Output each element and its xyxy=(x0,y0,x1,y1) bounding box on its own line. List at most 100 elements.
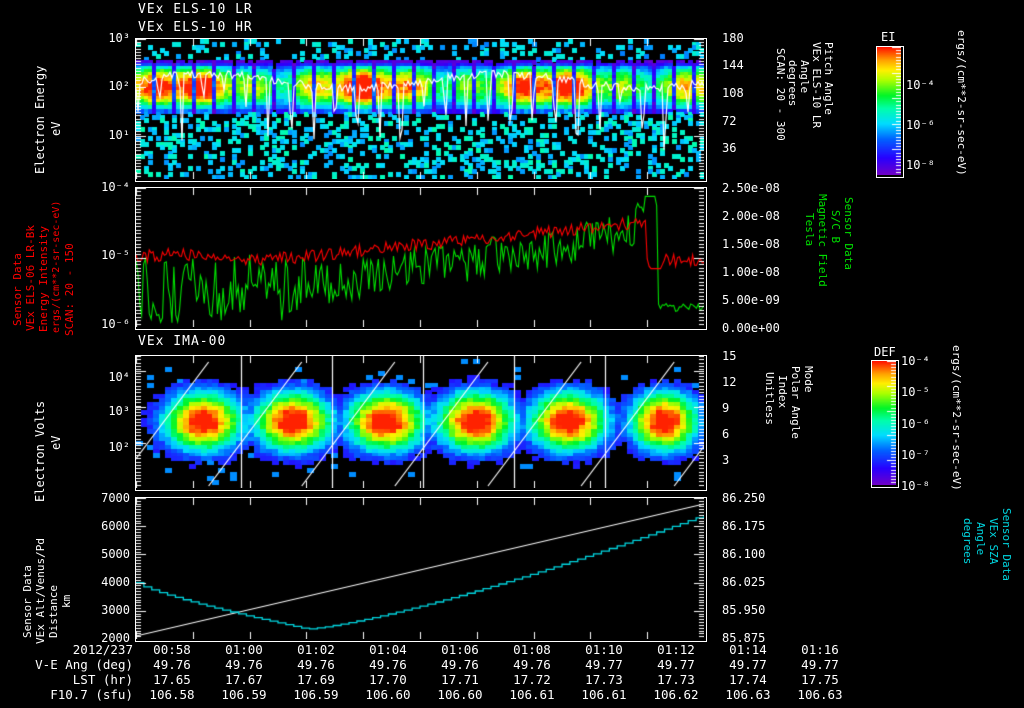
panel4-plot-area[interactable] xyxy=(135,497,707,642)
footer-cell: 49.76 xyxy=(513,657,551,672)
panel1-ytick-1: 10² xyxy=(108,79,130,93)
footer-cell: 00:58 xyxy=(153,642,191,657)
footer-cell: 49.76 xyxy=(225,657,263,672)
colorbar1-tick-1: 10⁻⁶ xyxy=(906,118,935,132)
panel3-rtick-1: 12 xyxy=(722,375,737,389)
panel3-plot-area[interactable] xyxy=(135,355,707,491)
panel2-plot-area[interactable] xyxy=(135,187,707,330)
footer-table: 2012/237 00:58 01:00 01:02 01:04 01:06 01:08 01… xyxy=(10,642,856,702)
panel3-rtick-3: 6 xyxy=(722,427,730,441)
footer-cell: 49.77 xyxy=(585,657,623,672)
panel1-right-label-0: Pitch Angle xyxy=(822,42,835,115)
footer-cell: 106.59 xyxy=(293,687,339,702)
colorbar1-tick-2: 10⁻⁸ xyxy=(906,158,935,172)
colorbar3-tick-0: 10⁻⁴ xyxy=(901,354,930,368)
colorbar1-units: ergs/(cm**2-sr-sec-eV) xyxy=(955,30,968,176)
panel1-canvas xyxy=(136,39,704,179)
footer-cell: 17.71 xyxy=(441,672,479,687)
panel3-rtick-0: 15 xyxy=(722,349,737,363)
panel1-rtick-4: 36 xyxy=(722,141,737,155)
footer-row-label: V-E Ang (deg) xyxy=(35,657,133,672)
footer-row-label: 2012/237 xyxy=(72,642,133,657)
panel1-ytick-0: 10³ xyxy=(108,31,130,45)
panel1-title-lr: VEx ELS-10 LR xyxy=(138,2,253,17)
panel1-plot-area[interactable] xyxy=(135,38,707,182)
footer-cell: 17.75 xyxy=(801,672,839,687)
footer-row: F10.7 (sfu) 106.58 106.59 106.59 106.60 106.6… xyxy=(10,687,856,702)
panel2-canvas xyxy=(136,188,704,327)
footer-cell: 106.61 xyxy=(509,687,555,702)
panel2-rtick-4: 5.00e-09 xyxy=(722,293,780,307)
panel4-left-label-2: Distance xyxy=(47,585,60,638)
panel1-title-hr: VEx ELS-10 HR xyxy=(138,20,253,35)
panel3-left-axis-units: eV xyxy=(49,435,63,450)
colorbar3-units: ergs/(cm**2-sr-sec-eV) xyxy=(950,345,963,491)
colorbar3-tick-4: 10⁻⁸ xyxy=(901,479,930,493)
footer-cell: 17.74 xyxy=(729,672,767,687)
panel4-ytick-0: 7000 xyxy=(101,491,130,505)
panel2-left-label-2: Energy Intensity xyxy=(37,226,50,332)
panel4-rtick-1: 86.175 xyxy=(722,519,766,533)
footer-row: V-E Ang (deg) 49.76 49.76 49.76 49.76 49.76 49… xyxy=(10,657,856,672)
panel4-rtick-4: 85.950 xyxy=(722,603,766,617)
panel1-right-label-4: SCAN: 20 - 300 xyxy=(774,48,787,141)
panel2-right-label-2: Magnetic Field xyxy=(816,194,829,287)
panel1-left-axis-label: Electron Energy xyxy=(33,65,47,174)
panel4-right-label-1: VEx SZA xyxy=(987,518,1000,565)
panel2-rtick-0: 2.50e-08 xyxy=(722,181,780,195)
panel3-right-label-2: Index xyxy=(776,375,789,409)
footer-cell: 01:06 xyxy=(441,642,479,657)
panel3-right-label-3: Unitless xyxy=(763,372,776,425)
panel3-rtick-4: 3 xyxy=(722,453,730,467)
panel3-rtick-2: 9 xyxy=(722,401,730,415)
panel2-ytick-2: 10⁻⁶ xyxy=(101,317,130,331)
footer-cell: 01:08 xyxy=(513,642,551,657)
footer-cell: 49.76 xyxy=(297,657,335,672)
panel3-ytick-0: 10⁴ xyxy=(108,370,130,384)
footer-row: LST (hr) 17.65 17.67 17.69 17.70 17.71 17.72 17… xyxy=(10,672,856,687)
footer-cell: 106.63 xyxy=(725,687,771,702)
footer-cell: 17.65 xyxy=(153,672,191,687)
panel4-right-label-2: Angle xyxy=(974,522,987,556)
panel4-right-label-3: degrees xyxy=(961,518,974,565)
footer-row-label: F10.7 (sfu) xyxy=(50,687,133,702)
panel1-right-label-3: degrees xyxy=(786,60,799,107)
colorbar1-title: EI xyxy=(881,30,896,44)
footer-cell: 49.77 xyxy=(801,657,839,672)
panel2-right-label-1: S/C B xyxy=(829,210,842,244)
panel3-ytick-1: 10³ xyxy=(108,404,130,418)
footer-cell: 106.60 xyxy=(437,687,483,702)
colorbar3-gradient xyxy=(871,360,899,488)
footer-cell: 106.60 xyxy=(365,687,411,702)
footer-cell: 01:16 xyxy=(801,642,839,657)
footer-cell: 49.76 xyxy=(441,657,479,672)
panel4-right-label-0: Sensor Data xyxy=(1000,508,1013,581)
panel4-rtick-0: 86.250 xyxy=(722,491,766,505)
footer-cell: 17.70 xyxy=(369,672,407,687)
panel1-rtick-1: 144 xyxy=(722,58,744,72)
colorbar3-tick-3: 10⁻⁷ xyxy=(901,448,930,462)
footer-cell: 49.76 xyxy=(153,657,191,672)
colorbar1-gradient xyxy=(876,46,904,178)
panel4-ytick-4: 3000 xyxy=(101,603,130,617)
panel3-right-label-0: Mode xyxy=(802,366,815,393)
panel4-ytick-5: 2000 xyxy=(101,631,130,645)
footer-cell: 17.67 xyxy=(225,672,263,687)
panel2-right-label-0: Sensor Data xyxy=(842,197,855,270)
panel4-left-label-1: VEx Alt/Venus/Pd xyxy=(34,538,47,644)
panel1-rtick-0: 180 xyxy=(722,31,744,45)
footer-cell: 01:10 xyxy=(585,642,623,657)
panel2-left-label-1: VEx ELS-06 LR-Bk xyxy=(24,225,37,331)
panel4-ytick-2: 5000 xyxy=(101,547,130,561)
panel2-rtick-1: 2.00e-08 xyxy=(722,209,780,223)
panel3-canvas xyxy=(136,356,704,488)
footer-cell: 106.62 xyxy=(653,687,699,702)
footer-cell: 01:12 xyxy=(657,642,695,657)
footer-cell: 106.59 xyxy=(221,687,267,702)
panel4-ytick-3: 4000 xyxy=(101,575,130,589)
footer-row: 2012/237 00:58 01:00 01:02 01:04 01:06 01:08 01… xyxy=(10,642,856,657)
panel1-right-label-2: Angle xyxy=(798,60,811,94)
colorbar3-tick-1: 10⁻⁵ xyxy=(901,385,930,399)
colorbar3-title: DEF xyxy=(874,345,896,359)
